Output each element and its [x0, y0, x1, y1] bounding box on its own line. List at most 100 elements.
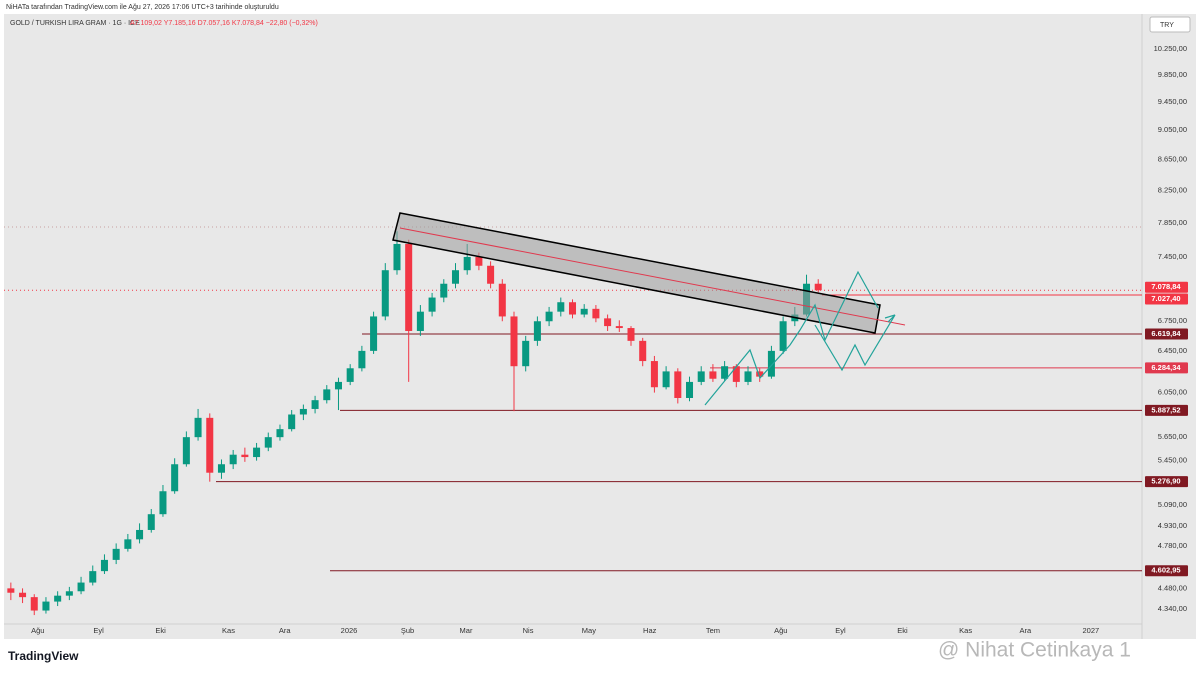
x-tick-label: 2026: [341, 626, 358, 635]
level-label-box: [1145, 328, 1188, 340]
candle-body: [522, 340, 530, 367]
candle-body: [463, 256, 471, 271]
x-tick-label: Ara: [279, 626, 292, 635]
drawings: [392, 212, 906, 406]
candle-body: [475, 256, 483, 266]
candle-body: [533, 321, 541, 341]
candle-body: [393, 243, 401, 271]
candle-body: [346, 368, 354, 382]
candle-body: [756, 371, 764, 377]
x-tick-label: Eki: [155, 626, 166, 635]
projection-path-1: [704, 270, 879, 406]
candle-body: [697, 371, 705, 382]
candle-body: [276, 429, 284, 438]
candle-body: [229, 454, 237, 465]
currency[interactable]: TRY: [1160, 22, 1174, 29]
level-label: 7.027,40: [1151, 294, 1180, 303]
level-label-box: [1145, 362, 1188, 374]
candle-body: [686, 381, 694, 398]
level-label: 7.078,84: [1151, 282, 1181, 291]
level-label: 4.602,95: [1151, 566, 1180, 575]
candle-body: [358, 350, 366, 369]
candle-body: [370, 316, 378, 351]
x-tick-label: Kas: [222, 626, 235, 635]
x-tick-label: Eyl: [93, 626, 104, 635]
candle-body: [428, 297, 436, 312]
x-tick-label: Eyl: [835, 626, 846, 635]
x-tick-label: Ara: [1019, 626, 1032, 635]
x-tick-label: Nis: [523, 626, 534, 635]
candle-body: [217, 464, 225, 473]
candle-body: [498, 283, 506, 317]
candle-body: [288, 414, 296, 430]
level-label-box: [1145, 476, 1188, 488]
y-tick-label: 6.750,00: [1158, 316, 1187, 325]
watermark: @ Nihat Cetinkaya 1: [938, 639, 1131, 662]
candle-body: [721, 366, 729, 379]
candle-body: [627, 328, 635, 341]
candle-body: [674, 371, 682, 398]
candle-body: [65, 591, 73, 596]
level-label: 6.284,34: [1151, 363, 1181, 372]
candle-body: [779, 321, 787, 351]
candle-body: [30, 597, 38, 611]
x-tick-label: Eki: [897, 626, 908, 635]
candle-body: [7, 588, 15, 593]
candle-body: [592, 308, 600, 319]
y-tick-label: 4.930,00: [1158, 521, 1187, 530]
level-label-box: [1145, 404, 1188, 416]
level-label: 5.276,90: [1151, 477, 1180, 486]
level-label-box: [1145, 281, 1188, 293]
candle-body: [580, 308, 588, 315]
candle-body: [299, 408, 307, 415]
y-tick-label: 5.090,00: [1158, 500, 1187, 509]
candle-body: [487, 265, 495, 284]
x-tick-label: Ağu: [31, 626, 44, 635]
candle-body: [323, 389, 331, 401]
candle-body: [264, 437, 272, 448]
y-tick-label: 9.450,00: [1158, 97, 1187, 106]
candle-body: [510, 316, 518, 367]
candle-body: [732, 366, 740, 382]
candle-body: [77, 582, 85, 592]
y-tick-label: 8.250,00: [1158, 185, 1187, 194]
y-tick-label: 7.450,00: [1158, 252, 1187, 261]
candle-body: [744, 371, 752, 382]
candle-body: [89, 571, 97, 583]
y-tick-label: 7.850,00: [1158, 218, 1187, 227]
x-tick-label: Şub: [401, 626, 414, 635]
x-tick-label: Kas: [959, 626, 972, 635]
candle-body: [568, 302, 577, 315]
y-tick-label: 4.340,00: [1158, 604, 1187, 613]
candle-body: [311, 400, 319, 409]
candle-body: [136, 529, 144, 540]
candle-body: [650, 361, 658, 388]
candle-body: [381, 270, 389, 317]
projection-path-2: [814, 314, 896, 372]
candle-body: [241, 454, 249, 458]
y-tick-label: 9.050,00: [1158, 125, 1187, 134]
x-tick-label: Haz: [643, 626, 657, 635]
candle-body: [194, 417, 202, 438]
y-tick-label: 4.780,00: [1158, 541, 1187, 550]
candle-body: [334, 381, 342, 390]
y-tick-label: 4.480,00: [1158, 583, 1187, 592]
candle-body: [405, 243, 413, 331]
candle-body: [206, 417, 214, 473]
marks: 10.250,00 9.850,00 9.450,00 9.050,00 8.650,0…: [4, 44, 1188, 635]
y-tick-label: 9.850,00: [1158, 70, 1187, 79]
candle-body: [42, 601, 50, 611]
candle-body: [124, 539, 132, 549]
level-label-box: [1145, 565, 1188, 577]
logo: TradingView: [8, 649, 79, 663]
currency-button[interactable]: [1149, 16, 1191, 33]
y-tick-label: 5.650,00: [1158, 432, 1187, 441]
candle-body: [54, 595, 62, 602]
quote: A7.109,02 Y7.185,16 D7.057,16 K7.078,84 …: [130, 20, 318, 27]
candle-body: [416, 311, 424, 331]
candle-body: [615, 326, 623, 329]
candle-body: [147, 514, 155, 530]
candle-body: [253, 447, 261, 458]
